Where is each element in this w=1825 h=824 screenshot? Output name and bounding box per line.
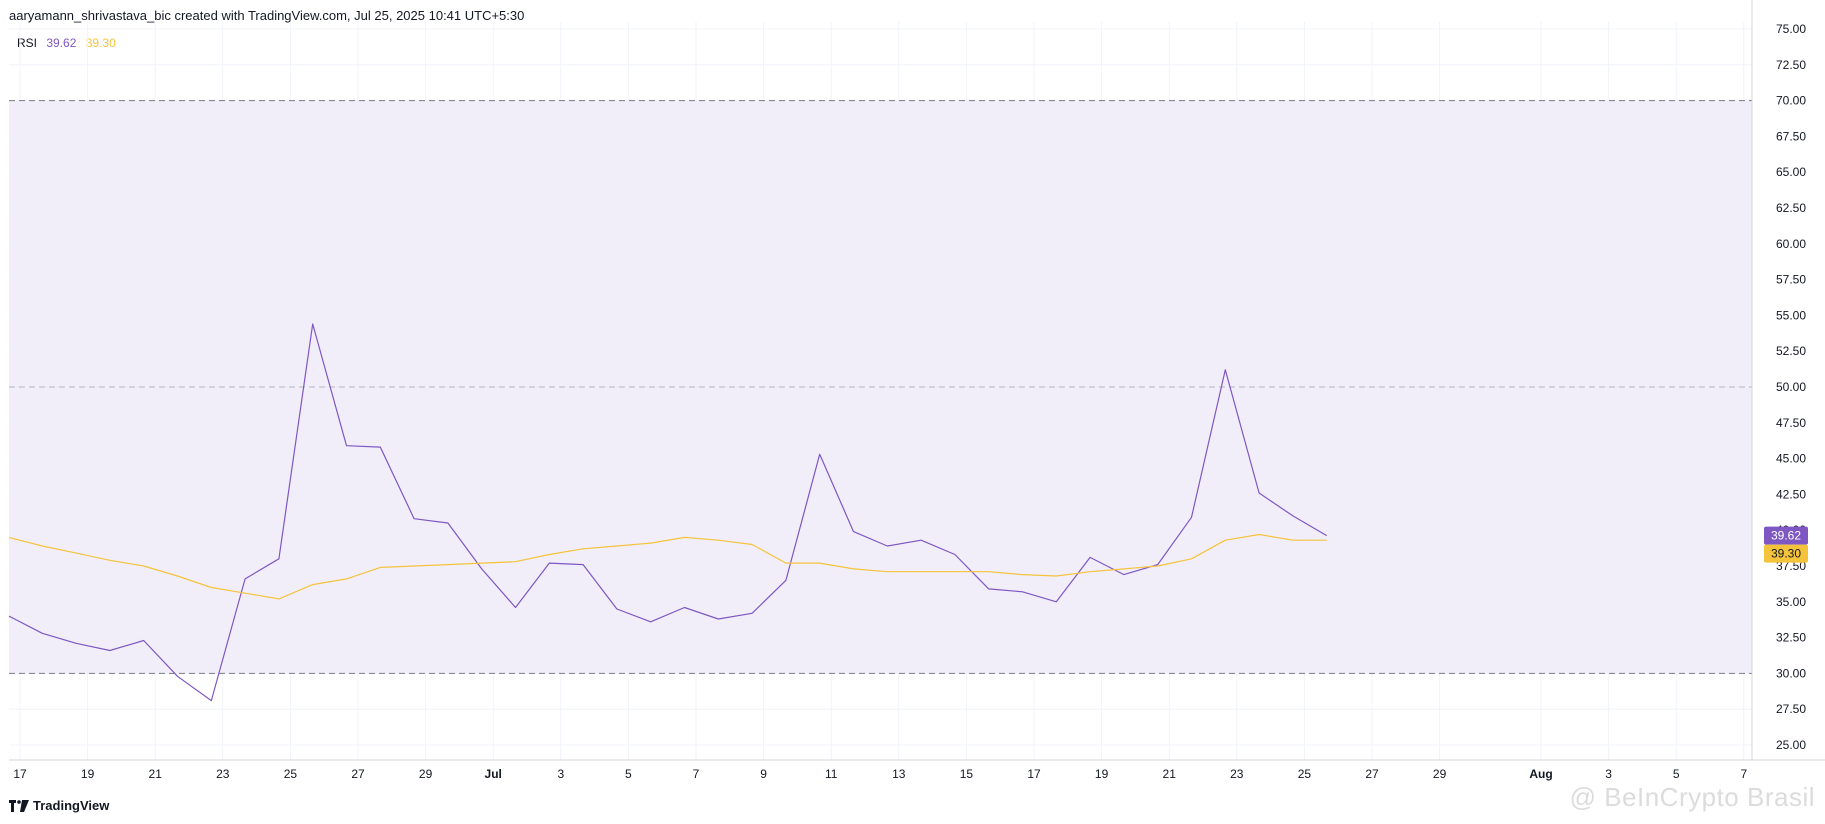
price-axis-tick-label: 32.50 xyxy=(1776,631,1806,645)
time-axis-tick-label: 25 xyxy=(1298,767,1312,781)
price-axis-tick-label: 62.50 xyxy=(1776,201,1806,215)
time-axis-tick-label: 13 xyxy=(892,767,906,781)
tradingview-logo-icon xyxy=(9,799,29,812)
time-axis-tick-label: 23 xyxy=(1230,767,1244,781)
time-axis-tick-label: 21 xyxy=(149,767,163,781)
price-axis-tick-label: 45.00 xyxy=(1776,452,1806,466)
time-axis-tick-label: 15 xyxy=(960,767,974,781)
rsi-band-lines xyxy=(9,100,1752,674)
time-axis-tick-label: 23 xyxy=(216,767,230,781)
time-axis-tick-label: 5 xyxy=(1673,767,1680,781)
price-axis-tick-label: 75.00 xyxy=(1776,22,1806,36)
price-axis-tick-label: 70.00 xyxy=(1776,94,1806,108)
legend-rsi-value: 39.62 xyxy=(46,36,77,50)
time-axis[interactable]: 17 19 21 23 25 27 29 Jul 3 5 7 9 11 13 15 17 19 21 23 25 27 2… xyxy=(13,767,1747,781)
time-axis-tick-label: 7 xyxy=(693,767,700,781)
price-axis-tick-label: 67.50 xyxy=(1776,129,1806,143)
rsi-last-value-badge-label: 39.62 xyxy=(1771,529,1801,543)
time-axis-tick-label: 9 xyxy=(760,767,767,781)
price-axis-tick-label: 65.00 xyxy=(1776,165,1806,179)
watermark: @ BeInCrypto Brasil xyxy=(1569,782,1815,812)
time-axis-tick-label: 17 xyxy=(13,767,27,781)
rsi-last-value-badge-bg xyxy=(1764,526,1808,545)
ma-last-value-badge-label: 39.30 xyxy=(1771,547,1801,561)
time-axis-tick-label: 5 xyxy=(625,767,632,781)
time-axis-tick-label: 27 xyxy=(351,767,365,781)
price-axis-tick-label: 57.50 xyxy=(1776,273,1806,287)
chart-attribution: aaryamann_shrivastava_bic created with T… xyxy=(9,8,525,23)
time-axis-tick-label: 21 xyxy=(1163,767,1177,781)
time-axis-tick-label: 29 xyxy=(419,767,433,781)
time-axis-tick-label: 11 xyxy=(825,767,838,781)
price-axis-tick-label: 72.50 xyxy=(1776,58,1806,72)
time-axis-tick-label: Aug xyxy=(1529,767,1552,781)
price-axis-tick-label: 55.00 xyxy=(1776,308,1806,322)
time-axis-tick-label: 3 xyxy=(1605,767,1612,781)
time-axis-tick-label: Jul xyxy=(485,767,502,781)
chart-series xyxy=(8,323,1328,702)
legend-indicator-name: RSI xyxy=(17,36,38,50)
tradingview-logo[interactable]: TradingView xyxy=(9,798,109,813)
time-axis-tick-label: 25 xyxy=(284,767,298,781)
time-axis-tick-label: 7 xyxy=(1740,767,1747,781)
last-value-badges: 39.62 39.30 xyxy=(1764,526,1808,563)
time-axis-tick-label: 17 xyxy=(1027,767,1041,781)
price-axis-tick-label: 52.50 xyxy=(1776,344,1806,358)
price-axis-tick-label: 47.50 xyxy=(1776,416,1806,430)
time-axis-tick-label: 29 xyxy=(1433,767,1447,781)
price-axis-tick-label: 60.00 xyxy=(1776,237,1806,251)
ma-last-value-badge-bg xyxy=(1764,544,1808,563)
price-axis-tick-label: 35.00 xyxy=(1776,595,1806,609)
tradingview-logo-text: TradingView xyxy=(33,798,110,813)
time-axis-tick-label: 19 xyxy=(1095,767,1109,781)
rsi-legend[interactable]: RSI 39.62 39.30 xyxy=(17,36,122,50)
ma-last-value-badge: 39.30 xyxy=(1764,544,1808,563)
price-axis-tick-label: 42.50 xyxy=(1776,487,1806,501)
rsi-last-value-badge: 39.62 xyxy=(1764,526,1808,545)
time-axis-tick-label: 3 xyxy=(557,767,564,781)
rsi-line xyxy=(8,323,1328,702)
time-axis-tick-label: 19 xyxy=(81,767,95,781)
price-axis-tick-label: 50.00 xyxy=(1776,380,1806,394)
time-axis-tick-label: 27 xyxy=(1365,767,1379,781)
legend-ma-value: 39.30 xyxy=(85,36,116,50)
price-axis-tick-label: 25.00 xyxy=(1776,738,1806,752)
price-axis[interactable]: 75.00 72.50 70.00 67.50 65.00 62.50 60.00 57.50… xyxy=(1776,22,1806,752)
price-axis-tick-label: 27.50 xyxy=(1776,702,1806,716)
price-axis-tick-label: 30.00 xyxy=(1776,666,1806,680)
rsi-ma-line xyxy=(8,533,1327,600)
